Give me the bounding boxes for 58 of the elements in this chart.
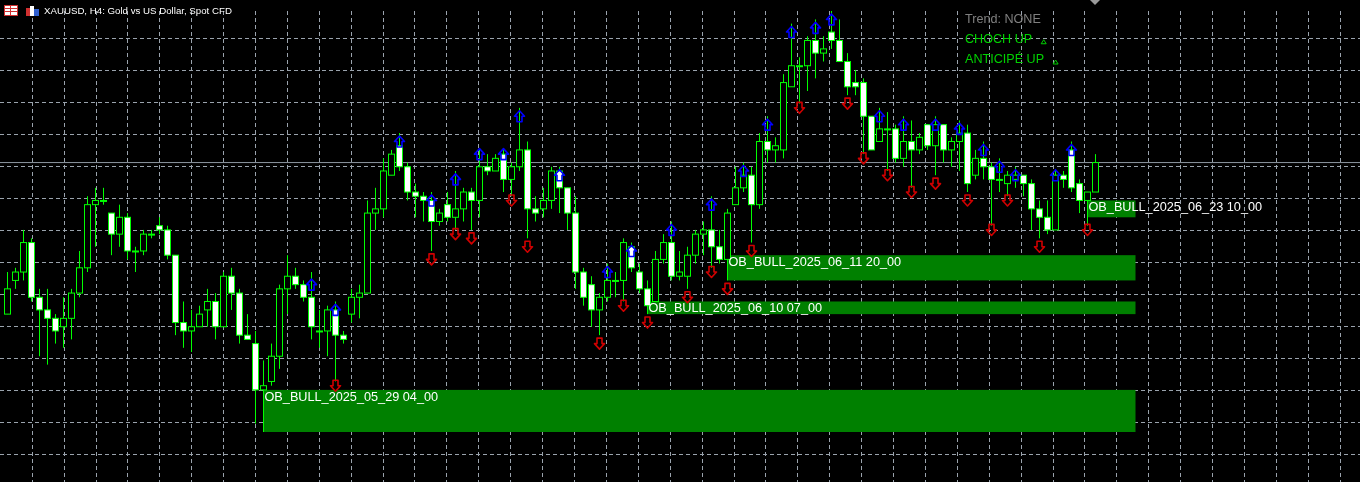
point [929, 177, 942, 190]
annotation: Trend: NONE [965, 11, 1041, 26]
point [497, 147, 510, 161]
chart-title: XAUUSD, H4: Gold vs US Dollar, Spot CFD [44, 5, 232, 16]
point [601, 265, 614, 279]
point [905, 185, 918, 199]
point [513, 109, 526, 123]
band-label: OB_BULL_2025_06_23 10_00 [1088, 200, 1263, 215]
point [617, 299, 630, 312]
point [961, 194, 974, 207]
point [681, 290, 694, 304]
point [1065, 143, 1078, 157]
point [825, 13, 838, 26]
band-label: OB_BULL_2025_05_29 04_00 [264, 389, 439, 404]
point [329, 303, 342, 317]
point [1033, 240, 1046, 254]
annotation: ANTICIPÉ UP [965, 51, 1045, 66]
point [449, 227, 462, 241]
point [897, 118, 910, 131]
point [305, 278, 318, 291]
band-label: OB_BULL_2025_06_10 07_00 [648, 301, 823, 316]
point [857, 152, 870, 165]
point [985, 223, 998, 237]
point [705, 198, 718, 211]
point [793, 101, 806, 115]
point [929, 118, 942, 131]
point [737, 164, 750, 178]
point [705, 265, 718, 279]
point [329, 379, 342, 392]
point [721, 282, 734, 296]
point [465, 232, 478, 245]
point [449, 173, 462, 186]
point [641, 316, 654, 329]
point [1009, 168, 1022, 182]
point [873, 109, 886, 123]
point [393, 135, 406, 148]
point [425, 194, 438, 207]
point [553, 168, 566, 182]
point [993, 160, 1006, 174]
point [1081, 223, 1094, 237]
band-label: OB_BULL_2025_06_11 20_00 [728, 255, 902, 270]
point [425, 253, 438, 266]
point [881, 168, 894, 182]
point [521, 240, 534, 254]
point [785, 25, 798, 39]
point [593, 337, 606, 350]
point [977, 143, 990, 157]
point [1001, 194, 1014, 207]
point [625, 244, 638, 258]
point [665, 223, 678, 237]
point [745, 244, 758, 258]
point [809, 21, 822, 35]
point [473, 147, 486, 161]
point [505, 194, 518, 207]
point [1049, 168, 1062, 182]
point [841, 97, 854, 110]
point [953, 122, 966, 136]
point [761, 118, 774, 131]
